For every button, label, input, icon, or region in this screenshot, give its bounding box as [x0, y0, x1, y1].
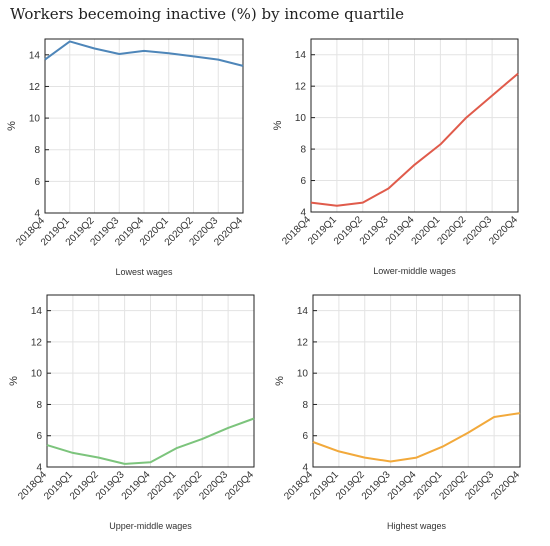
- chart-panel-1: 4681012142018Q42019Q12019Q22019Q32019Q42…: [6, 38, 245, 277]
- chart-panel-4: 4681012142018Q42019Q12019Q22019Q32019Q42…: [274, 294, 522, 531]
- y-tick-label: 14: [297, 306, 309, 317]
- y-tick-label: 4: [302, 463, 308, 474]
- y-tick-label: 10: [297, 369, 309, 380]
- x-tick-label: 2020Q4: [489, 469, 522, 502]
- y-tick-label: 6: [36, 431, 42, 442]
- plot-frame: [310, 38, 519, 213]
- x-tick-label: 2020Q4: [223, 469, 256, 502]
- y-axis-label: %: [6, 121, 18, 131]
- y-tick-label: 12: [295, 82, 307, 93]
- y-tick-label: 8: [36, 400, 42, 411]
- series-line: [44, 40, 244, 67]
- y-axis-label: %: [272, 120, 284, 130]
- plot-frame: [312, 294, 521, 468]
- y-tick-label: 8: [34, 145, 40, 156]
- y-tick-label: 4: [300, 208, 306, 219]
- plot-frame: [46, 294, 255, 468]
- series-line: [310, 72, 519, 207]
- x-axis-label: Highest wages: [387, 521, 447, 531]
- x-tick-label: 2020Q4: [487, 214, 520, 247]
- x-axis-label: Lowest wages: [115, 267, 173, 277]
- x-axis-label: Upper-middle wages: [109, 521, 192, 531]
- chart-panel-3: 4681012142018Q42019Q12019Q22019Q32019Q42…: [8, 294, 256, 531]
- y-tick-label: 10: [31, 369, 43, 380]
- y-tick-label: 8: [302, 400, 308, 411]
- y-tick-label: 14: [29, 50, 41, 61]
- series-line: [312, 412, 521, 463]
- y-tick-label: 6: [302, 431, 308, 442]
- y-tick-label: 12: [31, 337, 43, 348]
- y-tick-label: 12: [29, 82, 41, 93]
- y-axis-label: %: [274, 376, 286, 386]
- y-tick-label: 14: [31, 306, 43, 317]
- y-tick-label: 4: [34, 209, 40, 220]
- y-axis-label: %: [8, 376, 20, 386]
- y-tick-label: 14: [295, 50, 307, 61]
- y-tick-label: 6: [34, 177, 40, 188]
- y-tick-label: 10: [295, 113, 307, 124]
- x-axis-label: Lower-middle wages: [373, 266, 456, 276]
- y-tick-label: 8: [300, 145, 306, 156]
- chart-title: Workers becemoing inactive (%) by income…: [10, 5, 404, 23]
- chart-panel-2: 4681012142018Q42019Q12019Q22019Q32019Q42…: [272, 38, 520, 276]
- y-tick-label: 10: [29, 114, 41, 125]
- y-tick-label: 6: [300, 176, 306, 187]
- y-tick-label: 12: [297, 337, 309, 348]
- plot-frame: [44, 38, 244, 214]
- y-tick-label: 4: [36, 463, 42, 474]
